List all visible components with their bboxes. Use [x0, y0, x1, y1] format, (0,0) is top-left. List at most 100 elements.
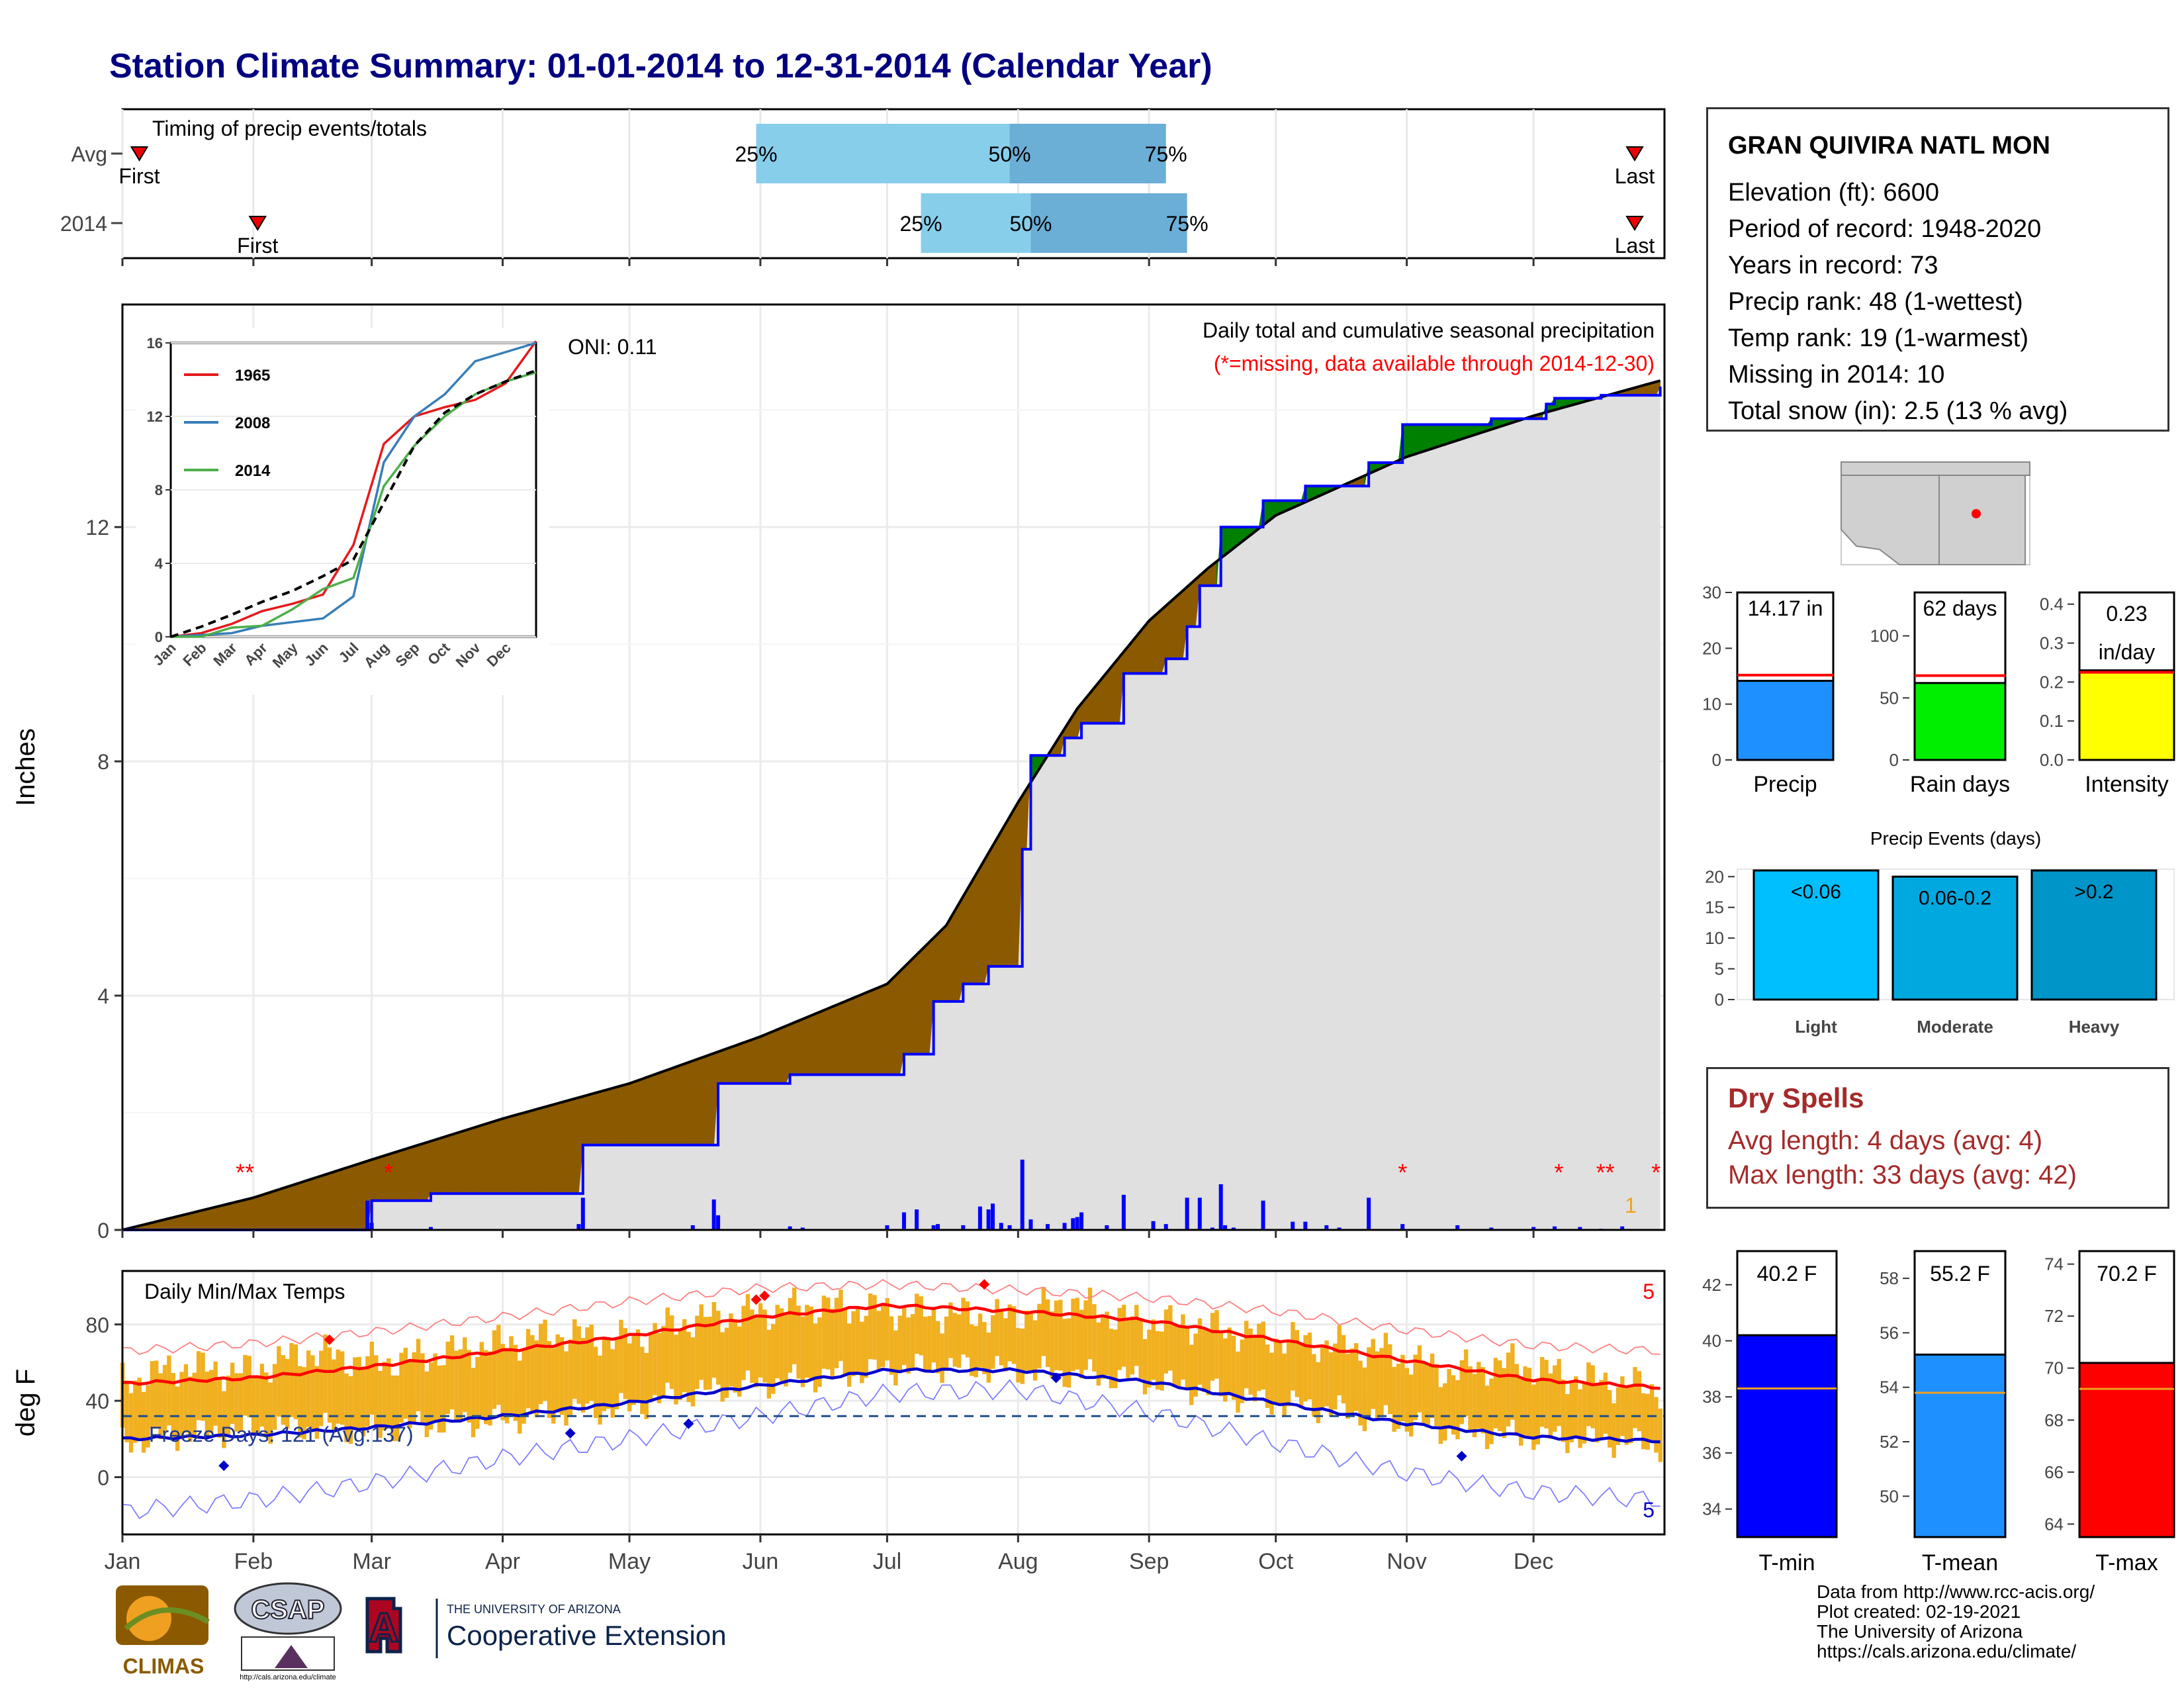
inset-tick-label: 16 [147, 335, 163, 352]
intensity-value-label-2: in/day [2099, 640, 2155, 664]
temp-daily-bar [1050, 1311, 1054, 1378]
events-bar-label: 0.06-0.2 [1919, 887, 1991, 909]
temp-daily-bar [1117, 1307, 1122, 1370]
temp-daily-bar [551, 1348, 556, 1424]
ua-small-text: THE UNIVERSITY OF ARIZONA [447, 1603, 621, 1616]
temp-daily-bar [635, 1329, 641, 1401]
temp-daily-bar [467, 1350, 471, 1423]
temp-daily-bar [1367, 1347, 1371, 1416]
temp-record-high-count: 5 [1643, 1280, 1655, 1303]
credit-line: Data from http://www.rcc-acis.org/ [1817, 1581, 2095, 1602]
temp-daily-bar [602, 1339, 607, 1411]
temp-daily-bar [1498, 1360, 1502, 1431]
precip-missing-marker: * [1651, 1159, 1661, 1186]
temp-daily-bar [1417, 1345, 1422, 1413]
temp-daily-bar [272, 1364, 277, 1430]
temp-daily-bar [965, 1301, 970, 1358]
timing-p75-label: 75% [1145, 142, 1187, 166]
temp-daily-bar [1649, 1384, 1655, 1442]
temp-daily-bar [1463, 1349, 1469, 1417]
events-bar-label: >0.2 [2074, 881, 2113, 903]
temp-daily-bar [1510, 1343, 1515, 1420]
temp-daily-bar [1024, 1310, 1029, 1371]
temp-daily-bar [1227, 1327, 1232, 1393]
temp-daily-bar [213, 1361, 218, 1426]
temp-daily-bar [429, 1362, 433, 1430]
temp-daily-bar [627, 1343, 632, 1412]
temp-daily-bar [1028, 1311, 1033, 1373]
temp-daily-bar [1240, 1339, 1245, 1403]
precip-daily-bar [1007, 1225, 1012, 1230]
temp-daily-bar [1134, 1305, 1139, 1366]
temp-daily-bar [741, 1305, 746, 1380]
temp-daily-bar [771, 1324, 776, 1394]
temp-daily-bar [1176, 1325, 1181, 1387]
station-line-snow: Total snow (in): 2.5 (13 % avg) [1728, 397, 2068, 425]
tmean-value-label: 55.2 F [1930, 1262, 1990, 1286]
precip-daily-bar [1071, 1218, 1075, 1230]
temp-daily-bar [1480, 1367, 1485, 1434]
precip-daily-bar [1455, 1225, 1460, 1230]
temp-daily-bar [158, 1373, 163, 1439]
temp-daily-bar [1388, 1344, 1392, 1415]
temp-daily-bar [353, 1357, 357, 1429]
temp-daily-bar [1113, 1329, 1118, 1389]
temp-daily-bar [518, 1360, 522, 1434]
csap-mountain [275, 1645, 308, 1668]
csap-logo-text: CSAP [251, 1595, 324, 1624]
temp-daily-bar [766, 1329, 772, 1399]
events-tick-label: 20 [1705, 867, 1724, 886]
temp-daily-bar [247, 1356, 251, 1418]
timing-row-label: Avg [71, 142, 107, 166]
page-title: Station Climate Summary: 01-01-2014 to 1… [109, 47, 1212, 85]
temp-daily-bar [931, 1307, 936, 1363]
timing-row-label: 2014 [60, 212, 107, 236]
temp-daily-bar [1236, 1351, 1240, 1413]
temp-daily-bar [238, 1373, 244, 1431]
temp-daily-bar [513, 1344, 518, 1421]
temp-daily-bar [986, 1333, 991, 1383]
climas-logo-sun [126, 1596, 171, 1641]
intensity-tick-label: 0.0 [2040, 750, 2064, 770]
temp-daily-bar [1105, 1311, 1109, 1376]
precip-daily-bar [1046, 1224, 1050, 1230]
temp-daily-bar [864, 1315, 868, 1378]
temp-daily-bar [919, 1296, 923, 1356]
precip-daily-bar [1185, 1197, 1189, 1230]
temp-daily-bar [1265, 1344, 1270, 1408]
csap-cloud-shape [234, 1582, 342, 1635]
precip-daily-bar [1105, 1225, 1109, 1230]
temp-daily-bar [1404, 1368, 1410, 1432]
temp-daily-bar [805, 1305, 809, 1378]
temp-daily-bar [1590, 1365, 1595, 1429]
tmean-tick-label: 54 [1880, 1378, 1899, 1397]
precip-daily-bar [978, 1206, 982, 1230]
precip-axis-tick-label: 12 [85, 516, 109, 539]
temp-daily-bar [623, 1328, 628, 1399]
events-bar-label: <0.06 [1791, 881, 1841, 903]
temp-daily-bar [1100, 1315, 1105, 1379]
temp-daily-bar [1163, 1309, 1169, 1374]
temp-daily-bar [1054, 1300, 1059, 1370]
precip-total-tick-label: 30 [1702, 583, 1721, 602]
precip-daily-bar [1020, 1159, 1024, 1230]
temp-daily-bar [1434, 1364, 1439, 1427]
temp-daily-bar [690, 1337, 696, 1407]
temp-daily-bar [686, 1331, 691, 1403]
temp-daily-bar [525, 1329, 531, 1409]
temp-daily-bar [944, 1316, 949, 1370]
temp-daily-bar [784, 1315, 788, 1387]
temp-daily-bar [1484, 1385, 1490, 1450]
temp-daily-bar [788, 1297, 793, 1373]
temp-daily-bar [817, 1317, 822, 1387]
temp-panel: 0 40 80 Daily Min/Max Temps Freeze Days: 121… [11, 1270, 1666, 1536]
temp-daily-bar [995, 1299, 999, 1356]
intensity-tick-label: 0.2 [2040, 672, 2064, 692]
temp-daily-bar [1058, 1299, 1063, 1371]
tmin-bar [1736, 1334, 1838, 1538]
precip-missing-marker: ** [236, 1159, 254, 1186]
tmin-tick-label: 36 [1702, 1443, 1721, 1463]
precip-daily-bar [576, 1224, 581, 1230]
temp-daily-bar [1011, 1306, 1017, 1364]
